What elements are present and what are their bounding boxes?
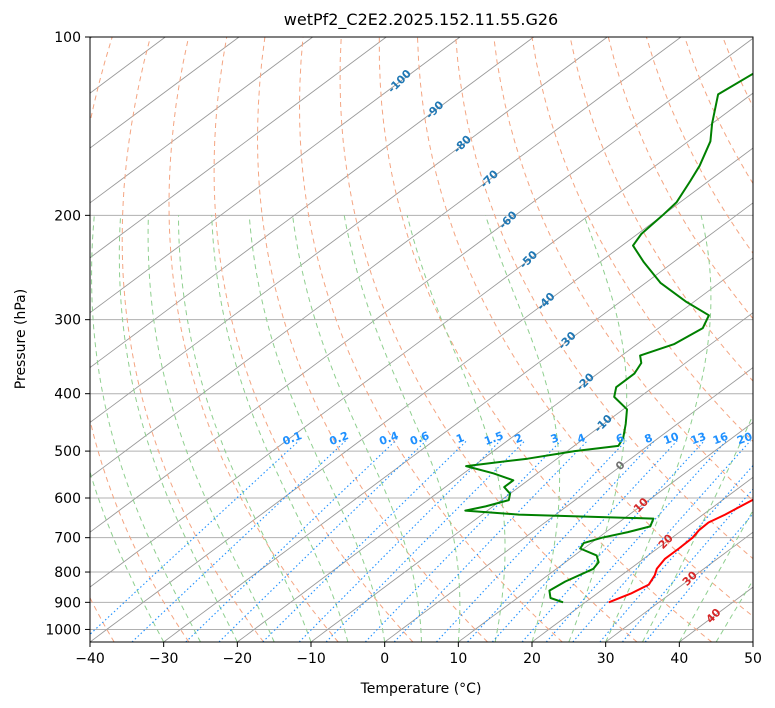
- mixing-ratio-label: 1.5: [482, 429, 505, 448]
- mixing-ratio-label: 16: [711, 430, 730, 448]
- x-tick-label: −40: [75, 651, 105, 667]
- isotherm-line: [163, 202, 753, 642]
- x-tick-label: −10: [296, 651, 326, 667]
- x-tick-label: 40: [670, 651, 688, 667]
- dry-adiabat-line: [531, 37, 753, 443]
- mixing-ratio-line: [262, 440, 468, 642]
- mixing-ratio-label: 2: [513, 431, 525, 446]
- plot-frame: [89, 36, 754, 643]
- y-tick-label: 500: [54, 444, 81, 460]
- moist-adiabat-line: [406, 215, 506, 642]
- temperature-profile: [608, 498, 753, 604]
- isotherm-line: [384, 367, 753, 642]
- axes-layer: −40 −30 −20 −10 0 10 20 30 40 5010020030040050060…: [45, 30, 762, 667]
- mixing-ratio-line: [521, 440, 705, 642]
- dry-adiabat-line: [213, 37, 414, 642]
- mixing-ratio-line: [325, 440, 526, 642]
- y-tick-label: 800: [54, 565, 81, 581]
- dry-adiabat-line: [298, 37, 563, 642]
- dry-adiabat-line: [339, 37, 638, 642]
- mixing-ratio-line: [599, 464, 753, 642]
- isotherm-line: [310, 312, 753, 642]
- x-tick-label: −20: [223, 651, 253, 667]
- mixing-ratio-line: [545, 440, 727, 642]
- thermo-lines-layer: [90, 37, 753, 642]
- y-tick-label: 100: [54, 30, 81, 46]
- moist-adiabat-line: [90, 470, 165, 642]
- dry-adiabat-line: [493, 37, 753, 502]
- isotherm-line: [90, 37, 461, 314]
- mixing-ratio-label: 3: [549, 431, 561, 446]
- mixing-ratio-line: [491, 440, 678, 642]
- mixing-ratio-line: [435, 440, 627, 642]
- dry-adiabat-line: [90, 37, 190, 642]
- mixing-ratio-label: 0.4: [377, 429, 400, 448]
- x-tick-label: 20: [523, 651, 541, 667]
- isotherm-line: [90, 37, 534, 369]
- isotherm-line: [679, 586, 753, 642]
- isotherm-line: [90, 37, 753, 533]
- y-axis-title: Pressure (hPa): [13, 289, 29, 389]
- y-tick-label: 200: [54, 208, 81, 224]
- mixing-ratio-label: 0.1: [281, 429, 304, 448]
- mixing-ratio-label: 1: [454, 431, 466, 446]
- dry-adiabat-line: [90, 596, 115, 642]
- dry-adiabat-line: [121, 37, 264, 642]
- profile-layer: [464, 72, 753, 604]
- x-tick-label: −30: [149, 651, 179, 667]
- x-axis-title: Temperature (°C): [360, 681, 482, 697]
- dry-adiabat-line: [378, 37, 713, 642]
- moist-adiabat-line: [118, 215, 238, 642]
- mixing-ratio-label: 6: [614, 431, 626, 446]
- mixing-ratio-line: [393, 440, 588, 642]
- mixing-ratio-label: 4: [575, 431, 587, 446]
- x-tick-label: 0: [380, 651, 389, 667]
- moist-adiabat-line: [343, 215, 461, 642]
- mixing-ratio-line: [572, 440, 752, 642]
- mixing-ratio-label: 0.2: [328, 429, 351, 448]
- moist-adiabat-line: [178, 215, 312, 642]
- y-tick-label: 300: [54, 313, 81, 329]
- mixing-ratio-line: [467, 440, 656, 642]
- moist-adiabat-line: [91, 215, 201, 642]
- dry-adiabat-line: [607, 37, 753, 320]
- y-tick-label: 600: [54, 491, 81, 507]
- mixing-ratio-line: [185, 440, 396, 642]
- y-tick-label: 1000: [45, 622, 81, 638]
- mixing-ratio-label: 13: [689, 430, 708, 447]
- y-tick-label: 400: [54, 387, 81, 403]
- moist-adiabat-line: [147, 215, 275, 642]
- mixing-ratio-label: 8: [643, 431, 655, 446]
- isotherm-line: [90, 37, 682, 478]
- x-tick-label: 10: [449, 651, 467, 667]
- y-tick-label: 900: [54, 595, 81, 611]
- y-tick-label: 700: [54, 531, 81, 547]
- moist-adiabat-line: [568, 215, 628, 642]
- moist-adiabat-line: [485, 215, 561, 642]
- dewpoint-profile: [464, 72, 753, 604]
- isotherm-line: [90, 92, 753, 588]
- moist-adiabat-line: [248, 215, 386, 642]
- dry-adiabat-line: [256, 37, 488, 642]
- mixing-ratio-label: 0.6: [408, 429, 431, 448]
- dry-adiabat-line: [455, 37, 753, 560]
- mixing-ratio-label: 20: [735, 430, 754, 448]
- isotherm-line: [531, 476, 753, 642]
- x-tick-label: 50: [744, 651, 762, 667]
- dry-adiabat-line: [569, 37, 753, 382]
- chart-title: wetPf2_C2E2.2025.152.11.55.G26: [284, 10, 558, 30]
- x-tick-label: 30: [597, 651, 615, 667]
- mixing-ratio-line: [364, 440, 562, 642]
- mixing-ratio-label: 10: [662, 430, 681, 448]
- moist-adiabat-line: [605, 215, 712, 642]
- moist-adiabat-line: [292, 215, 422, 642]
- mixing-ratio-line: [218, 440, 427, 642]
- isotherm-line: [90, 37, 608, 424]
- isotherm-line: [458, 421, 753, 642]
